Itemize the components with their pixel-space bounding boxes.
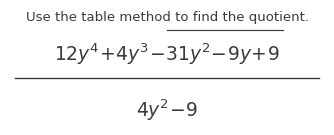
- Text: table method: table method: [167, 11, 257, 24]
- Text: Use the table method to find the quotient.: Use the table method to find the quotien…: [25, 11, 309, 24]
- Text: $12y^{4}\!+\!4y^{3}\!-\!31y^{2}\!-\!9y\!+\!9$: $12y^{4}\!+\!4y^{3}\!-\!31y^{2}\!-\!9y\!…: [54, 41, 280, 67]
- Text: $12y^{4}\!+\!4y^{3}\!-\!31y^{2}\!-\!9y\!+\!9$: $12y^{4}\!+\!4y^{3}\!-\!31y^{2}\!-\!9y\!…: [54, 41, 280, 67]
- Text: $4y^{2}\!-\!9$: $4y^{2}\!-\!9$: [136, 98, 198, 123]
- Text: Use the: Use the: [112, 11, 167, 24]
